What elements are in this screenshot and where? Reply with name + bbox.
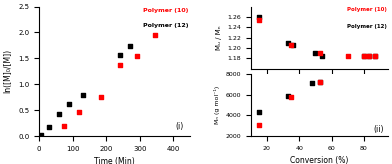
Text: (i): (i)	[176, 122, 184, 131]
Text: Polymer (12): Polymer (12)	[347, 24, 387, 29]
Point	[256, 123, 262, 126]
Point	[288, 95, 294, 98]
Point	[345, 55, 351, 57]
Point	[319, 55, 325, 57]
Point	[372, 55, 378, 57]
Point	[317, 52, 323, 55]
Point	[38, 134, 44, 136]
Point	[366, 55, 372, 57]
Point	[116, 64, 123, 66]
Point	[127, 45, 133, 48]
Point	[133, 55, 140, 58]
Point	[290, 44, 296, 47]
Point	[256, 16, 262, 18]
Point	[256, 18, 262, 21]
Point	[372, 55, 378, 57]
Y-axis label: Mᵤ / Mₙ: Mᵤ / Mₙ	[216, 25, 221, 50]
Point	[80, 93, 86, 96]
Point	[61, 124, 67, 127]
Y-axis label: ln([M]₀/[M]): ln([M]₀/[M])	[4, 49, 13, 93]
Point	[76, 111, 83, 114]
Point	[46, 126, 53, 129]
Point	[361, 55, 367, 57]
Point	[285, 42, 291, 44]
Point	[56, 113, 62, 116]
Point	[361, 55, 367, 57]
Point	[116, 53, 123, 56]
X-axis label: Time (Min): Time (Min)	[94, 157, 135, 164]
Point	[312, 52, 319, 55]
Point	[317, 81, 323, 83]
X-axis label: Conversion (%): Conversion (%)	[290, 156, 348, 164]
Text: (ii): (ii)	[373, 125, 384, 134]
Y-axis label: Mₙ (g mol⁻¹): Mₙ (g mol⁻¹)	[214, 86, 220, 124]
Point	[98, 95, 104, 98]
Point	[366, 55, 372, 57]
Text: Polymer (10): Polymer (10)	[143, 8, 189, 13]
Text: Polymer (10): Polymer (10)	[347, 7, 387, 12]
Point	[285, 94, 291, 97]
Point	[152, 33, 158, 36]
Text: Polymer (12): Polymer (12)	[143, 23, 189, 28]
Point	[66, 103, 73, 105]
Point	[288, 44, 294, 47]
Point	[309, 82, 315, 84]
Point	[317, 81, 323, 83]
Point	[256, 111, 262, 113]
